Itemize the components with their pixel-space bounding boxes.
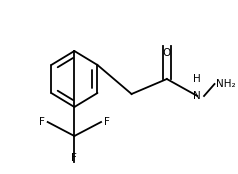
Text: H: H <box>193 74 201 84</box>
Text: N: N <box>193 91 201 101</box>
Text: F: F <box>39 117 45 127</box>
Text: F: F <box>71 153 77 163</box>
Text: F: F <box>104 117 110 127</box>
Text: NH₂: NH₂ <box>216 79 236 89</box>
Text: O: O <box>163 48 171 58</box>
